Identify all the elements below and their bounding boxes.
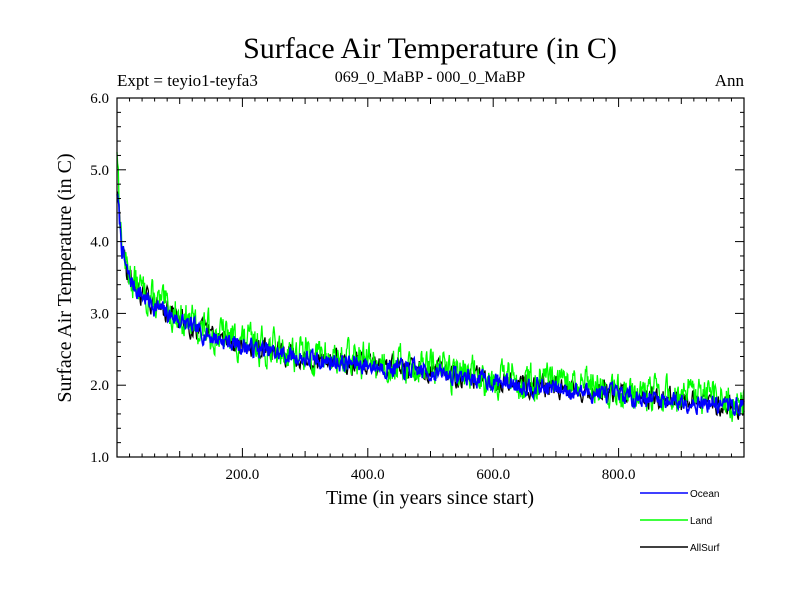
legend-label-land: Land [690,516,712,527]
chart-subtitle-right: Ann [715,71,745,90]
y-tick-label: 5.0 [90,163,109,179]
legend-label-allsurf: AllSurf [690,543,720,554]
legend-label-ocean: Ocean [690,489,719,500]
series-line-land [116,152,745,422]
x-tick-label: 400.0 [351,467,385,483]
x-tick-label: 200.0 [226,467,260,483]
x-tick-label: 800.0 [602,467,636,483]
y-tick-label: 1.0 [90,450,109,466]
chart-subtitle-center: 069_0_MaBP - 000_0_MaBP [335,69,526,86]
series-layer [116,152,745,422]
y-tick-label: 3.0 [90,306,109,322]
tick-labels-layer: 200.0 400.0 600.0 800.0 1.0 2.0 3.0 4.0 5.0 6.0 [90,91,635,483]
x-axis-label: Time (in years since start) [326,487,534,509]
y-tick-label: 2.0 [90,378,109,394]
plot-frame [116,97,745,458]
y-tick-label: 4.0 [90,235,109,251]
x-tick-label: 600.0 [476,467,510,483]
legend: Ocean Land AllSurf [640,489,720,554]
series-line-ocean [116,193,745,416]
ticks-layer [116,97,745,458]
y-axis-label: Surface Air Temperature (in C) [54,153,76,402]
y-tick-label: 6.0 [90,91,109,107]
chart-subtitle-left: Expt = teyio1-teyfa3 [117,71,258,90]
chart-title: Surface Air Temperature (in C) [243,32,617,65]
